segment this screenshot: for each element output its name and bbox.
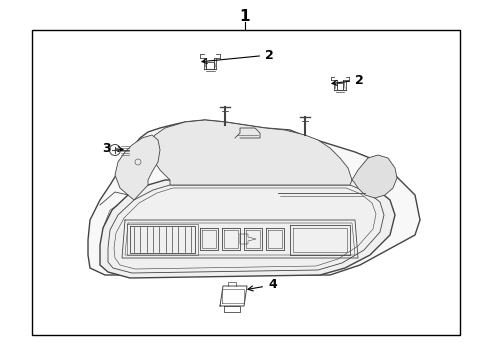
- Text: 4: 4: [248, 279, 277, 292]
- Text: 1: 1: [240, 9, 250, 23]
- Polygon shape: [100, 180, 395, 278]
- Polygon shape: [148, 120, 352, 185]
- Text: 2: 2: [202, 49, 274, 64]
- Bar: [32, 30, 460, 335]
- Text: 3: 3: [102, 141, 123, 154]
- Polygon shape: [108, 185, 384, 273]
- Text: 2: 2: [332, 73, 364, 86]
- Polygon shape: [352, 155, 397, 198]
- Polygon shape: [88, 120, 420, 275]
- Polygon shape: [115, 135, 160, 200]
